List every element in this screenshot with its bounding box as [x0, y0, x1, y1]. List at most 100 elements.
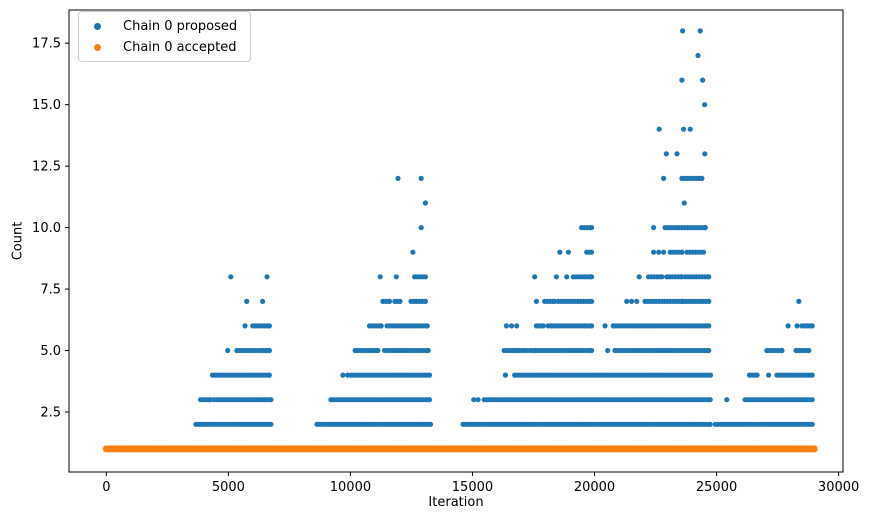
accepted-marker-icon [94, 44, 101, 51]
proposed-point [425, 347, 431, 354]
proposed-point [268, 421, 274, 427]
proposed-point [424, 323, 430, 329]
proposed-point [707, 397, 713, 403]
legend-entry-proposed: Chain 0 proposed [79, 16, 250, 37]
proposed-point [540, 323, 546, 329]
proposed-point [378, 323, 384, 329]
proposed-point [386, 298, 393, 304]
x-tick-label: 15000 [452, 480, 493, 495]
proposed-point [681, 126, 687, 132]
x-tick-label: 25000 [696, 480, 737, 495]
proposed-point [674, 151, 680, 157]
proposed-point [602, 323, 608, 329]
proposed-point [661, 249, 667, 255]
proposed-point [475, 397, 481, 403]
proposed-point [724, 397, 730, 403]
proposed-point [779, 347, 785, 354]
accepted-point [810, 445, 818, 453]
proposed-point [426, 397, 433, 403]
x-tick-label: 0 [102, 480, 110, 495]
proposed-point [700, 77, 706, 83]
proposed-point [266, 372, 272, 378]
proposed-point [418, 225, 424, 231]
proposed-point [266, 347, 272, 354]
y-tick-label: 5.0 [40, 344, 61, 359]
proposed-point [377, 274, 383, 280]
proposed-point [706, 298, 712, 304]
x-axis-label: Iteration [428, 495, 484, 510]
legend-label-accepted: Chain 0 accepted [123, 40, 237, 55]
proposed-point [533, 298, 540, 304]
proposed-point [702, 102, 708, 108]
proposed-point [679, 77, 685, 83]
proposed-point [706, 323, 712, 329]
proposed-point [503, 323, 509, 329]
proposed-point [659, 274, 665, 280]
proposed-point [794, 323, 800, 329]
proposed-point [375, 347, 381, 354]
proposed-point [663, 151, 669, 157]
proposed-point [557, 249, 563, 255]
y-tick-label: 15.0 [32, 98, 61, 113]
proposed-point [418, 175, 424, 181]
proposed-point [242, 323, 248, 329]
proposed-point [785, 323, 791, 329]
proposed-point [225, 347, 231, 354]
proposed-point [706, 347, 712, 354]
proposed-point [605, 347, 611, 354]
y-tick-label: 17.5 [32, 37, 61, 52]
legend: Chain 0 proposed Chain 0 accepted [78, 11, 251, 62]
y-tick-label: 12.5 [32, 160, 61, 175]
x-tick-label: 20000 [574, 480, 615, 495]
proposed-point [393, 274, 399, 280]
proposed-point [427, 421, 434, 427]
proposed-point [766, 372, 772, 378]
proposed-point [397, 298, 403, 304]
proposed-point [681, 200, 687, 206]
proposed-point [697, 28, 703, 34]
proposed-point [707, 421, 713, 427]
proposed-point [502, 372, 508, 378]
proposed-point [706, 274, 712, 280]
proposed-point [422, 274, 428, 280]
proposed-point [754, 372, 760, 378]
y-axis-label: Count [10, 221, 26, 261]
proposed-point [508, 323, 515, 329]
proposed-point [809, 421, 815, 427]
proposed-point [471, 397, 477, 403]
y-tick-label: 7.5 [40, 283, 61, 298]
proposed-point [707, 372, 714, 378]
proposed-point [340, 372, 346, 378]
proposed-point [589, 274, 595, 280]
proposed-point [564, 274, 570, 280]
proposed-point [268, 397, 274, 403]
proposed-point [410, 249, 416, 255]
proposed-point [422, 298, 428, 304]
proposed-point [809, 397, 815, 403]
proposed-point [629, 298, 635, 304]
proposed-point [809, 323, 815, 329]
y-tick-label: 10.0 [32, 221, 61, 236]
proposed-point [651, 249, 657, 255]
proposed-point [589, 323, 595, 329]
proposed-point [589, 225, 595, 231]
proposed-point [687, 126, 693, 132]
proposed-point [589, 249, 595, 255]
legend-entry-accepted: Chain 0 accepted [79, 37, 250, 58]
proposed-point [395, 175, 401, 181]
proposed-point [264, 274, 270, 280]
proposed-point [661, 175, 667, 181]
y-tick-label: 2.5 [40, 406, 61, 421]
proposed-point [589, 347, 595, 354]
proposed-point [634, 298, 640, 304]
x-tick-label: 30000 [818, 480, 859, 495]
plot-border [68, 9, 844, 473]
proposed-point [679, 249, 685, 255]
proposed-point [426, 372, 433, 378]
proposed-point [422, 200, 428, 206]
proposed-point [589, 298, 595, 304]
proposed-point [228, 274, 234, 280]
proposed-point [809, 372, 815, 378]
